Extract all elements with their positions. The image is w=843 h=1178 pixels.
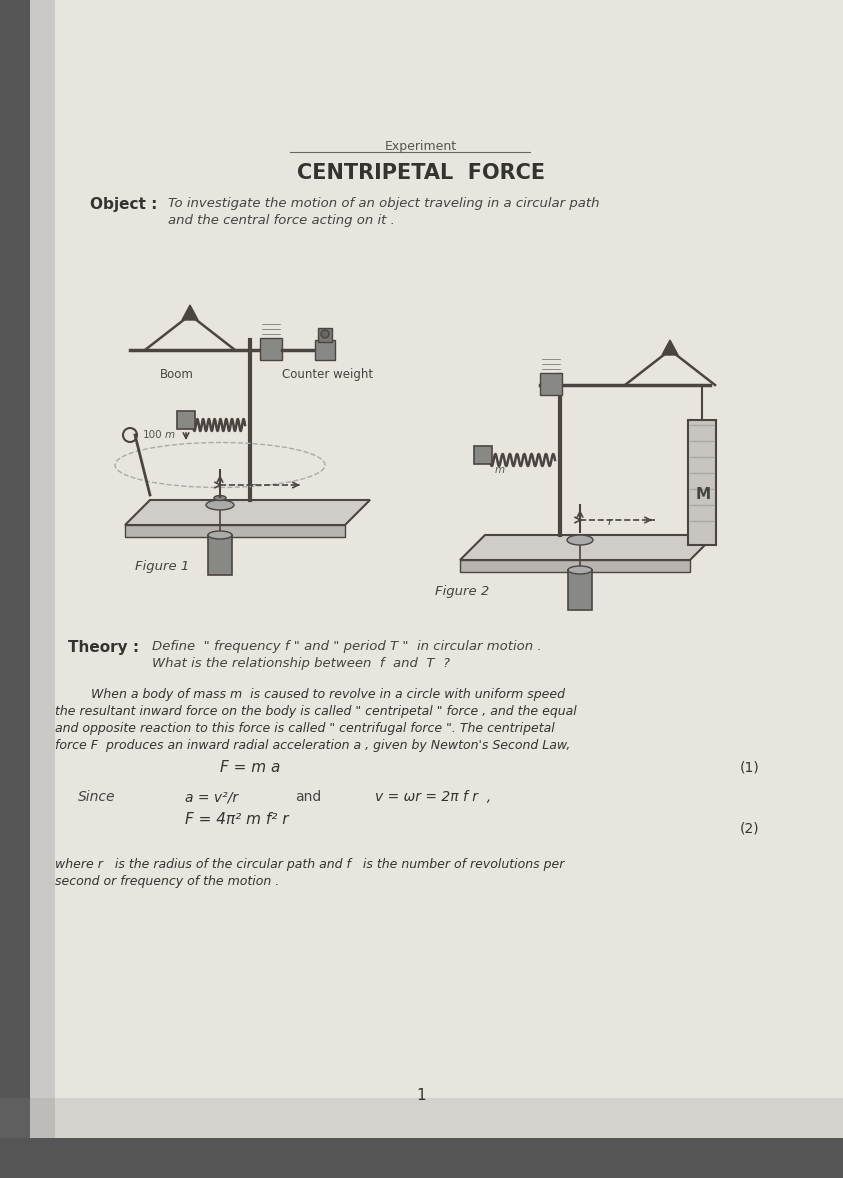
Text: 100: 100: [143, 430, 163, 441]
Text: r: r: [608, 517, 613, 527]
Ellipse shape: [568, 565, 592, 574]
Text: second or frequency of the motion .: second or frequency of the motion .: [55, 875, 279, 888]
Text: When a body of mass m  is caused to revolve in a circle with uniform speed: When a body of mass m is caused to revol…: [55, 688, 565, 701]
Bar: [688, 421, 716, 545]
Ellipse shape: [206, 499, 234, 510]
Text: v = ωr = 2π f r  ,: v = ωr = 2π f r ,: [375, 790, 491, 805]
Bar: [260, 338, 282, 360]
Text: CENTRIPETAL  FORCE: CENTRIPETAL FORCE: [297, 163, 545, 183]
Polygon shape: [460, 535, 715, 560]
Polygon shape: [0, 1138, 843, 1178]
Polygon shape: [460, 560, 690, 573]
Text: Object :: Object :: [90, 197, 158, 212]
Text: Experiment: Experiment: [385, 140, 457, 153]
Bar: [474, 446, 492, 464]
Ellipse shape: [321, 330, 329, 338]
Text: r: r: [250, 482, 255, 492]
Polygon shape: [0, 1098, 843, 1138]
Ellipse shape: [208, 531, 232, 540]
Ellipse shape: [214, 496, 226, 501]
Text: and the central force acting on it .: and the central force acting on it .: [168, 214, 395, 227]
Text: Figure 1: Figure 1: [135, 560, 189, 573]
Text: and opposite reaction to this force is called " centrifugal force ". The centrip: and opposite reaction to this force is c…: [55, 722, 555, 735]
Text: m: m: [495, 465, 505, 475]
Polygon shape: [125, 525, 345, 537]
Text: (2): (2): [740, 822, 760, 836]
Bar: [208, 535, 232, 575]
Polygon shape: [0, 0, 30, 1178]
Text: M: M: [696, 487, 711, 502]
Bar: [568, 570, 592, 610]
Text: (1): (1): [740, 760, 760, 774]
Text: Boom: Boom: [160, 368, 194, 380]
Polygon shape: [125, 499, 370, 525]
Ellipse shape: [567, 535, 593, 545]
Text: F = 4π² m f² r: F = 4π² m f² r: [185, 812, 288, 827]
Polygon shape: [182, 305, 198, 320]
Text: To investigate the motion of an object traveling in a circular path: To investigate the motion of an object t…: [168, 197, 599, 210]
Polygon shape: [30, 0, 55, 1178]
Text: m: m: [165, 430, 175, 441]
Text: the resultant inward force on the body is called " centripetal " force , and the: the resultant inward force on the body i…: [55, 704, 577, 719]
Text: and: and: [295, 790, 321, 805]
Text: force F  produces an inward radial acceleration a , given by Newton's Second Law: force F produces an inward radial accele…: [55, 739, 571, 752]
Text: What is the relationship between  f  and  T  ?: What is the relationship between f and T…: [152, 657, 450, 670]
Text: Theory :: Theory :: [68, 640, 139, 655]
Text: F = m a: F = m a: [220, 760, 281, 775]
Polygon shape: [662, 340, 678, 355]
Text: Since: Since: [78, 790, 115, 805]
Bar: [177, 411, 195, 429]
Text: where r   is the radius of the circular path and f   is the number of revolution: where r is the radius of the circular pa…: [55, 858, 564, 871]
Bar: [540, 373, 562, 395]
Text: Figure 2: Figure 2: [435, 585, 489, 598]
Text: a = v²/r: a = v²/r: [185, 790, 238, 805]
Text: 1: 1: [416, 1088, 426, 1103]
Text: Define  " frequency f " and " period T "  in circular motion .: Define " frequency f " and " period T " …: [152, 640, 541, 653]
Bar: [315, 340, 335, 360]
Text: Counter weight: Counter weight: [282, 368, 373, 380]
Bar: [318, 327, 332, 342]
